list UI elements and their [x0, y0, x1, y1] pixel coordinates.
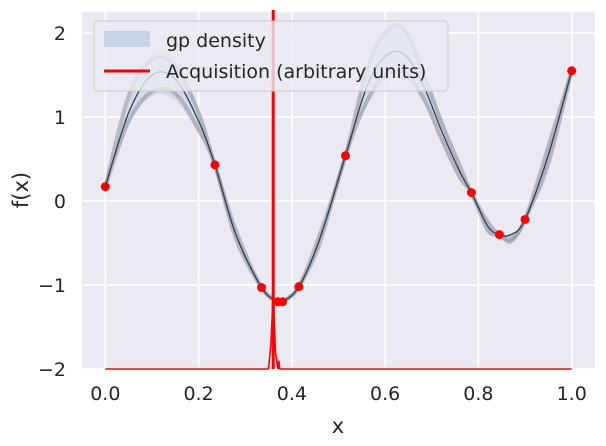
observation-point: [520, 214, 530, 224]
observation-point: [494, 230, 504, 240]
observation-point: [210, 160, 220, 170]
observation-point: [257, 283, 267, 293]
y-tick-label: −1: [38, 275, 66, 297]
observation-point: [100, 182, 110, 192]
y-axis-label: f(x): [9, 172, 33, 208]
observation-point: [278, 297, 288, 307]
observation-point: [294, 282, 304, 292]
y-tick-label: 0: [54, 191, 66, 213]
x-axis-label: x: [332, 414, 344, 438]
legend-label-acquisition: Acquisition (arbitrary units): [166, 61, 426, 83]
y-tick-label: 1: [54, 107, 66, 129]
x-tick-label: 0.0: [90, 383, 120, 405]
x-tick-label: 0.6: [370, 383, 400, 405]
x-tick-label: 1.0: [557, 383, 587, 405]
y-tick-labels: −2 −1 0 1 2: [38, 23, 66, 381]
observation-point: [340, 151, 350, 161]
legend: gp density Acquisition (arbitrary units): [93, 20, 449, 92]
x-tick-label: 0.8: [463, 383, 493, 405]
legend-label-gp-density: gp density: [166, 30, 266, 52]
x-tick-label: 0.2: [183, 383, 213, 405]
legend-swatch-gp-density: [104, 31, 150, 47]
legend-box: [93, 20, 449, 92]
observation-point: [567, 66, 577, 76]
observation-points: [100, 66, 577, 307]
x-tick-label: 0.4: [277, 383, 307, 405]
observation-point: [466, 188, 476, 198]
acquisition-line: [105, 280, 572, 370]
y-tick-label: −2: [38, 359, 66, 381]
y-tick-label: 2: [54, 23, 66, 45]
x-tick-labels: 0.0 0.2 0.4 0.6 0.8 1.0: [90, 383, 587, 405]
